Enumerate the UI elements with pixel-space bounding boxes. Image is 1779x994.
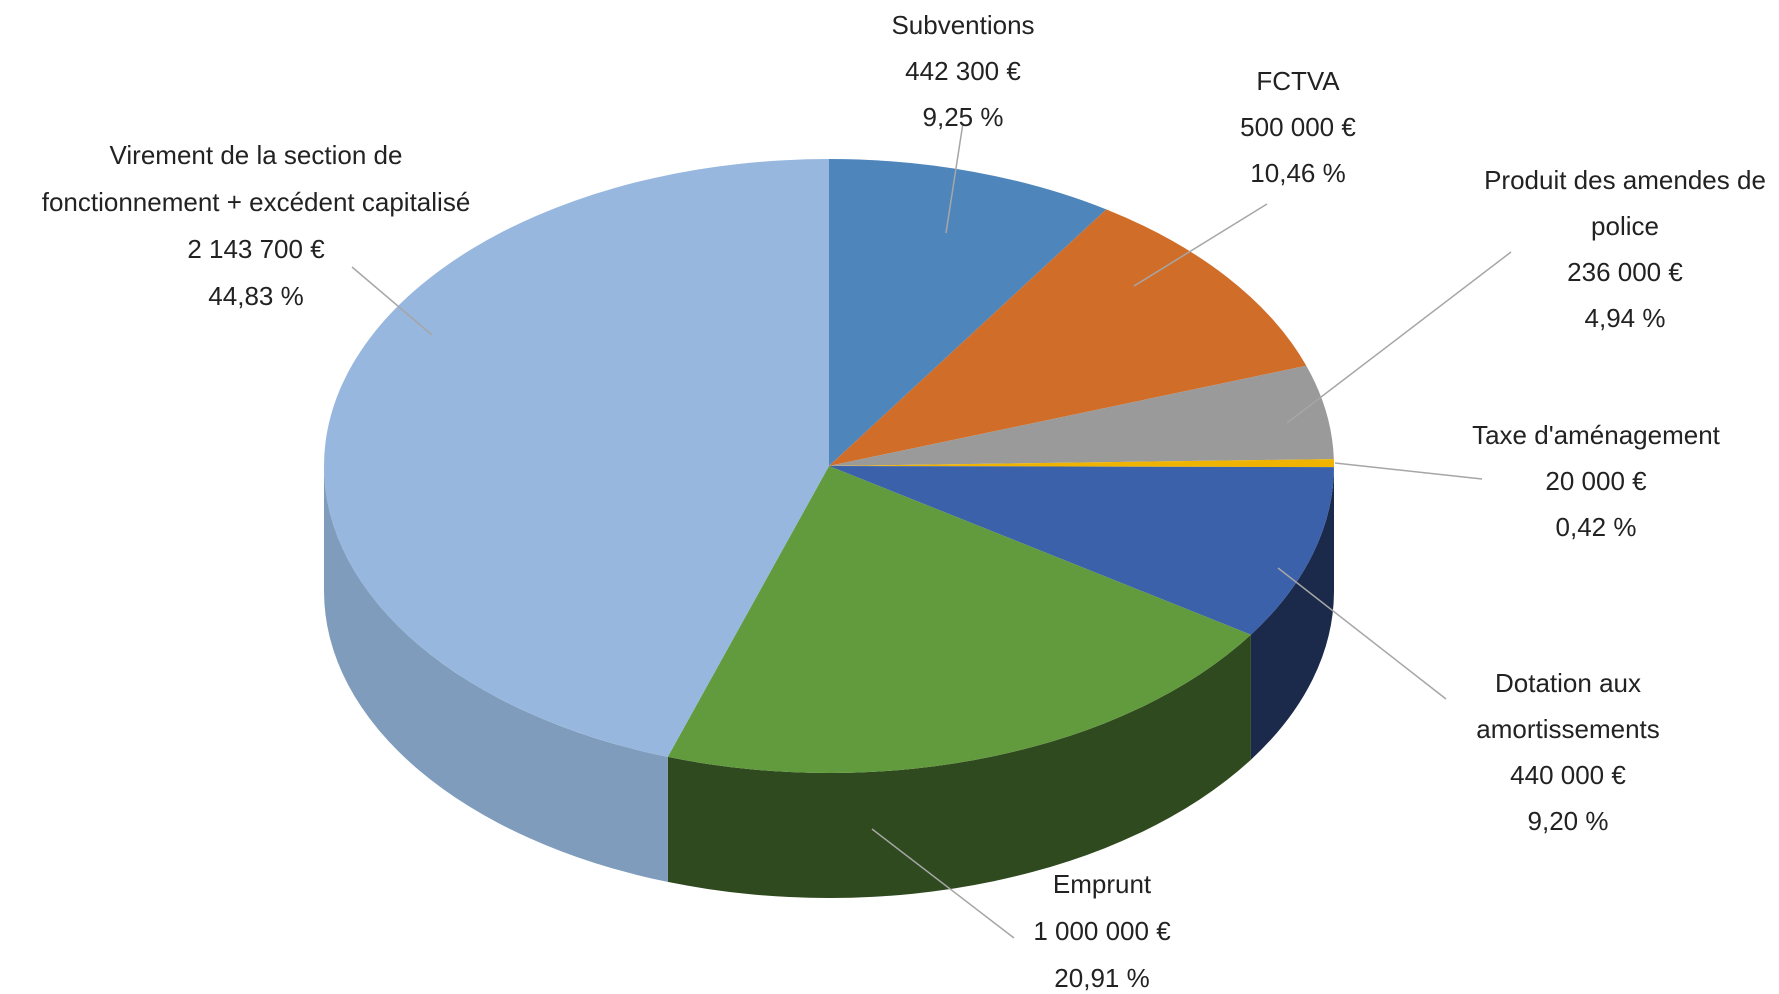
leader-line — [871, 828, 1015, 939]
percent-label: 44,83 % — [208, 281, 303, 311]
slice — [829, 459, 1334, 468]
leader-line — [1286, 251, 1512, 424]
value-label: 442 300 € — [905, 56, 1021, 86]
slice — [829, 466, 1334, 635]
slice-side — [667, 634, 1251, 898]
percent-label: 9,25 % — [923, 102, 1004, 132]
slice — [829, 159, 1107, 466]
leader-line — [1334, 462, 1483, 480]
slice — [324, 159, 829, 757]
slice-label: Virement de la section de fonctionnement … — [42, 140, 471, 217]
slice-label: Subventions — [891, 10, 1034, 40]
leader-line — [351, 266, 433, 336]
percent-label: 9,20 % — [1528, 806, 1609, 836]
slice-label: Produit des amendes de police — [1484, 165, 1766, 241]
leader-line — [1133, 203, 1268, 287]
percent-label: 0,42 % — [1556, 512, 1637, 542]
leader-line — [945, 122, 964, 234]
slice — [829, 365, 1334, 466]
percent-label: 4,94 % — [1585, 303, 1666, 333]
value-label: 236 000 € — [1567, 257, 1683, 287]
value-label: 1 000 000 € — [1033, 916, 1171, 946]
percent-label: 10,46 % — [1250, 158, 1345, 188]
slice-side — [324, 466, 668, 882]
slice — [829, 209, 1307, 466]
value-label: 2 143 700 € — [187, 234, 325, 264]
slice-label: Emprunt — [1053, 869, 1152, 899]
slice-label: Taxe d'aménagement — [1472, 420, 1721, 450]
slice-side — [1250, 467, 1334, 760]
value-label: 500 000 € — [1240, 112, 1356, 142]
slice-label: Dotation aux amortissements — [1476, 668, 1660, 744]
leader-line — [1277, 567, 1447, 700]
percent-label: 20,91 % — [1054, 963, 1149, 993]
slice — [667, 466, 1251, 773]
value-label: 440 000 € — [1510, 760, 1626, 790]
slice-label: FCTVA — [1256, 66, 1340, 96]
value-label: 20 000 € — [1545, 466, 1647, 496]
